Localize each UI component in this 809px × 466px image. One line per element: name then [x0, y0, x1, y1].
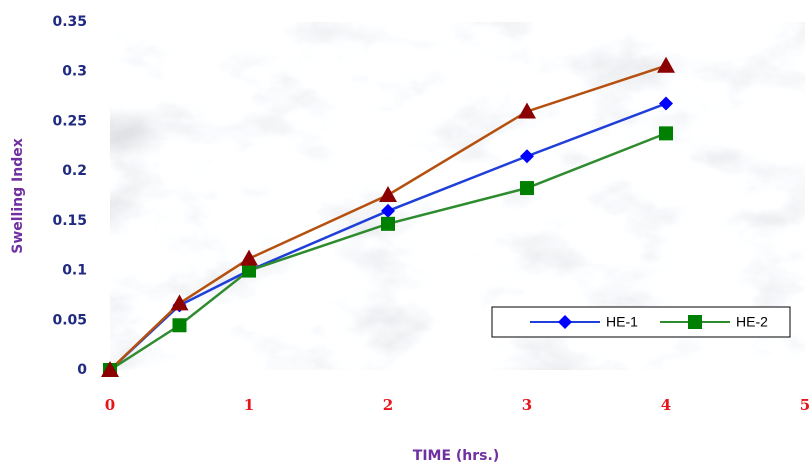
legend-label: HE-1	[606, 314, 638, 330]
x-tick-label: 2	[383, 396, 393, 414]
marker	[242, 264, 256, 278]
y-tick-label: 0.15	[52, 213, 87, 229]
marker	[659, 126, 673, 140]
x-tick-label: 3	[522, 396, 532, 414]
x-tick-label: 1	[244, 396, 254, 414]
y-tick-label: 0.3	[62, 64, 87, 80]
x-tick-label: 5	[800, 396, 809, 414]
marker	[173, 318, 187, 332]
y-tick-label: 0.2	[62, 163, 87, 179]
y-tick-label: 0.05	[52, 312, 87, 328]
chart: Swelling Index TIME (hrs.) HE-1 HE-2 0 0.0…	[0, 0, 809, 466]
y-tick-label: 0.35	[52, 14, 87, 30]
y-tick-label: 0	[77, 362, 87, 378]
y-tick-label: 0.25	[52, 113, 87, 129]
marker	[520, 181, 534, 195]
marker	[688, 315, 702, 329]
y-tick-label: 0.1	[62, 263, 87, 279]
marker	[381, 217, 395, 231]
legend: HE-1 HE-2	[492, 307, 790, 337]
legend-label: HE-2	[736, 314, 768, 330]
x-tick-label: 4	[661, 396, 671, 414]
x-tick-label: 0	[105, 396, 115, 414]
x-axis-title: TIME (hrs.)	[413, 448, 499, 464]
y-axis-title: Swelling Index	[10, 138, 26, 254]
